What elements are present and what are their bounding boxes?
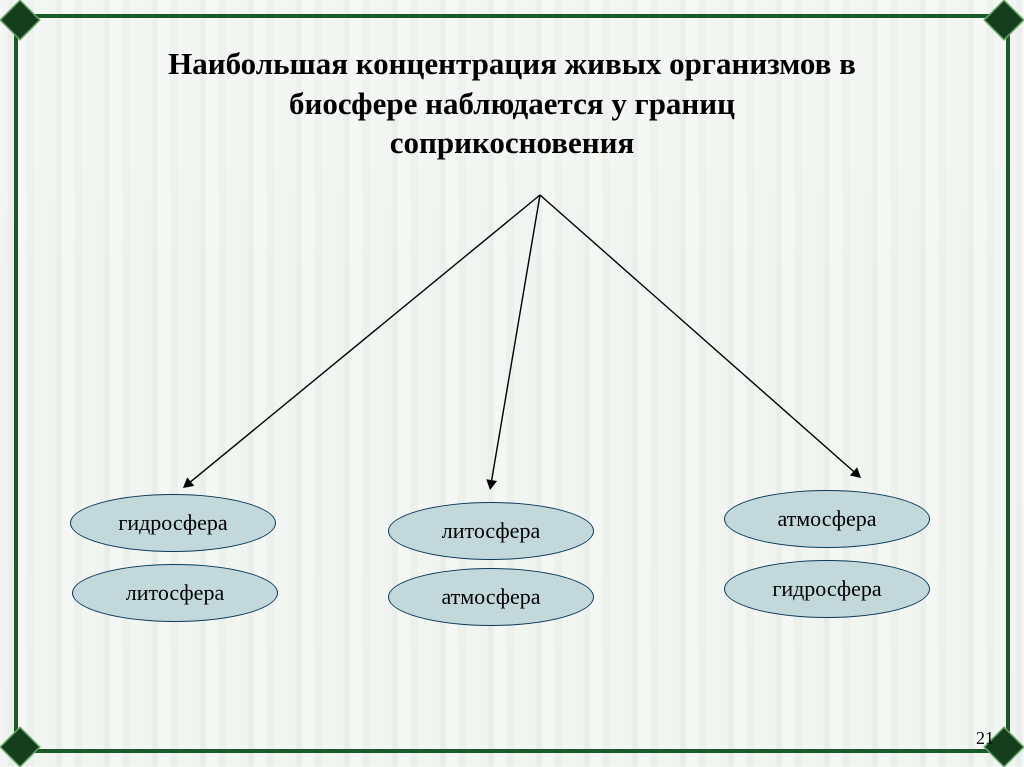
node-bottom-col1: литосфера	[72, 564, 278, 622]
node-label: литосфера	[442, 518, 540, 544]
node-top-col1: гидросфера	[70, 494, 276, 552]
node-top-col3: атмосфера	[724, 490, 930, 548]
node-label: атмосфера	[777, 506, 876, 532]
node-label: атмосфера	[441, 584, 540, 610]
slide-title: Наибольшая концентрация живых организмов…	[0, 44, 1024, 163]
page-number: 21	[976, 728, 994, 749]
node-label: гидросфера	[118, 510, 227, 536]
node-bottom-col3: гидросфера	[724, 560, 930, 618]
node-bottom-col2: атмосфера	[388, 568, 594, 626]
node-label: литосфера	[126, 580, 224, 606]
node-top-col2: литосфера	[388, 502, 594, 560]
node-label: гидросфера	[772, 576, 881, 602]
